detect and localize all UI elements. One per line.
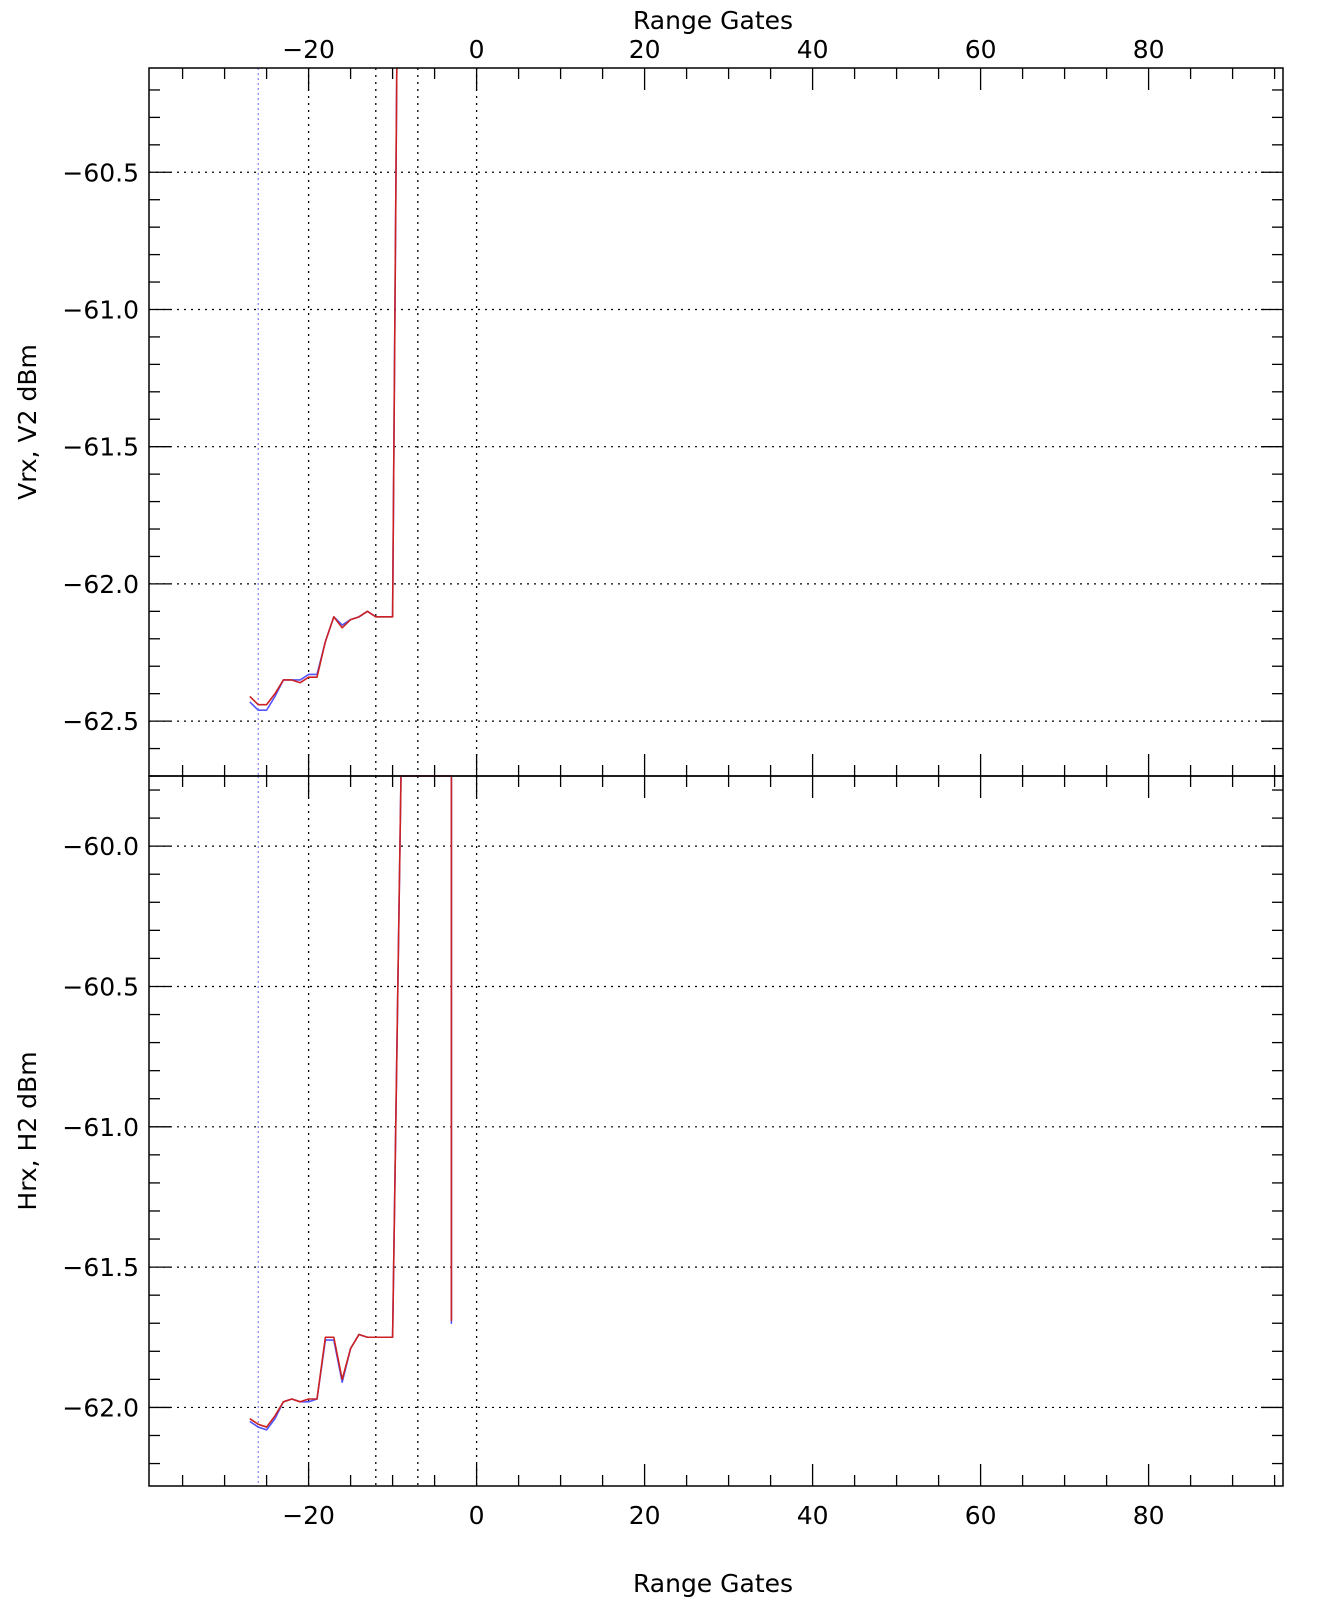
bottom-x-axis-title: Range Gates	[633, 1569, 793, 1598]
hrx-series-line-1	[249, 775, 453, 1431]
vrx-ticks	[149, 68, 1283, 777]
hrx-y-tick-label: −62.0	[62, 1393, 139, 1422]
vrx-y-tick-label: −60.5	[62, 158, 139, 187]
vrx-x-tick-label: 80	[1133, 35, 1165, 64]
vrx-x-tick-label: −20	[282, 35, 335, 64]
vrx-x-tick-label: 40	[797, 35, 829, 64]
hrx-panel: −62.0 −61.5 −61.0 −60.5 −60.0 −20 0 20 40 60 80 Hr…	[13, 775, 1284, 1598]
vrx-y-tick-label: −62.5	[62, 707, 139, 736]
vrx-series-line-1	[249, 67, 398, 711]
vrx-y-axis-title: Vrx, V2 dBm	[13, 344, 42, 500]
hrx-x-tick-label: −20	[282, 1501, 335, 1530]
hrx-plot-frame	[148, 775, 1284, 1487]
vrx-y-tick-label: −62.0	[62, 570, 139, 599]
hrx-ticks	[149, 776, 1283, 1486]
hrx-reference-lines	[257, 776, 478, 1486]
hrx-y-tick-label: −61.0	[62, 1113, 139, 1142]
vrx-x-tick-label: 60	[965, 35, 997, 64]
hrx-x-tick-label: 20	[629, 1501, 661, 1530]
hrx-y-axis-title: Hrx, H2 dBm	[13, 1051, 42, 1210]
vrx-grid	[149, 171, 1283, 722]
hrx-x-tick-label: 60	[965, 1501, 997, 1530]
vrx-tick-labels: −62.5 −62.0 −61.5 −61.0 −60.5 −20 0 20 40 60 80	[62, 35, 1164, 736]
vrx-series	[249, 67, 398, 711]
hrx-x-tick-label: 80	[1133, 1501, 1165, 1530]
top-x-axis-title: Range Gates	[633, 6, 793, 35]
vrx-panel: −62.5 −62.0 −61.5 −61.0 −60.5 −20 0 20 40 60 80 Vr…	[13, 6, 1284, 777]
vrx-series-line-2	[249, 67, 398, 706]
vrx-y-tick-label: −61.0	[62, 295, 139, 324]
hrx-x-tick-label: 40	[797, 1501, 829, 1530]
hrx-grid	[149, 845, 1283, 1409]
hrx-x-tick-label: 0	[469, 1501, 485, 1530]
vrx-x-tick-label: 20	[629, 35, 661, 64]
hrx-y-tick-label: −60.5	[62, 972, 139, 1001]
vrx-reference-lines	[257, 68, 478, 776]
hrx-tick-labels: −62.0 −61.5 −61.0 −60.5 −60.0 −20 0 20 40 60 80	[62, 832, 1164, 1530]
hrx-y-tick-label: −60.0	[62, 832, 139, 861]
hrx-y-tick-label: −61.5	[62, 1253, 139, 1282]
vrx-y-tick-label: −61.5	[62, 433, 139, 462]
vrx-x-tick-label: 0	[469, 35, 485, 64]
hrx-series	[249, 775, 453, 1431]
hrx-series-line-2	[249, 775, 453, 1428]
